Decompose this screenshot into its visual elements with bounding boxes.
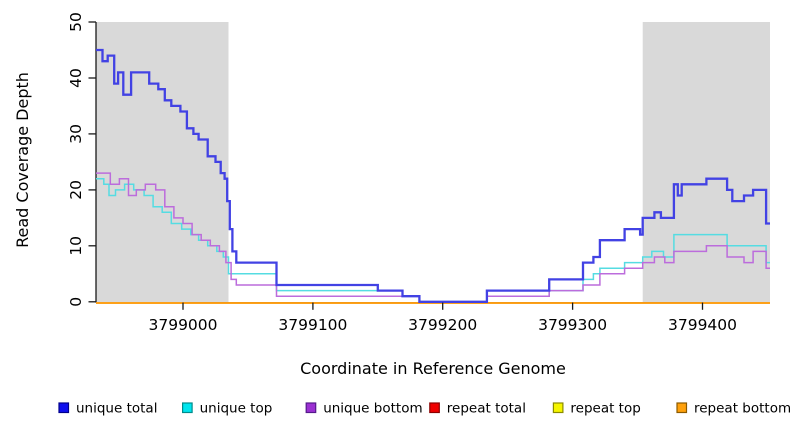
y-tick-label: 0 [67, 297, 85, 307]
legend-label-unique-total: unique total [76, 401, 157, 417]
legend-label-unique-bottom: unique bottom [323, 401, 422, 417]
y-tick-label: 30 [67, 124, 85, 144]
x-tick-label: 3799000 [148, 316, 217, 334]
legend: unique total unique top unique bottom repea… [58, 401, 791, 417]
legend-label-repeat-bottom: repeat bottom [694, 401, 791, 417]
y-tick-label: 20 [67, 180, 85, 200]
shaded-region [96, 22, 229, 303]
shaded-region [642, 22, 770, 303]
ticks-layer: 0 10 20 30 40 50 3799000 3799100 3799200 3799300 3… [67, 12, 737, 334]
series-layer [96, 48, 770, 304]
legend-swatch-repeat-bottom [676, 402, 688, 414]
series-line-unique-bottom [96, 172, 770, 303]
y-tick-label: 40 [67, 68, 85, 88]
y-axis-title: Read Coverage Depth [13, 72, 32, 248]
legend-swatch-unique-bottom [305, 402, 317, 414]
x-tick-label: 3799400 [668, 316, 737, 334]
legend-item-unique-total: unique total [58, 401, 157, 417]
legend-swatch-repeat-total [429, 402, 440, 414]
legend-label-repeat-total: repeat total [447, 401, 526, 417]
shaded-regions-layer [96, 22, 770, 303]
x-tick-label: 3799200 [408, 316, 477, 334]
y-tick-label: 50 [67, 12, 85, 32]
legend-label-unique-top: unique top [200, 401, 273, 417]
legend-swatch-unique-total [58, 402, 70, 414]
legend-label-repeat-top: repeat top [570, 401, 640, 417]
legend-swatch-repeat-top [552, 402, 564, 414]
legend-item-repeat-top: repeat top [552, 401, 641, 417]
legend-item-unique-bottom: unique bottom [305, 401, 423, 417]
legend-item-repeat-bottom: repeat bottom [676, 401, 791, 417]
x-tick-label: 3799300 [538, 316, 607, 334]
x-tick-label: 3799100 [278, 316, 347, 334]
y-tick-label: 10 [67, 236, 85, 256]
legend-swatch-unique-top [182, 402, 193, 414]
series-line-unique-total [96, 48, 770, 303]
x-axis-title: Coordinate in Reference Genome [300, 359, 566, 378]
legend-item-unique-top: unique top [182, 401, 273, 417]
legend-item-repeat-total: repeat total [429, 401, 526, 417]
